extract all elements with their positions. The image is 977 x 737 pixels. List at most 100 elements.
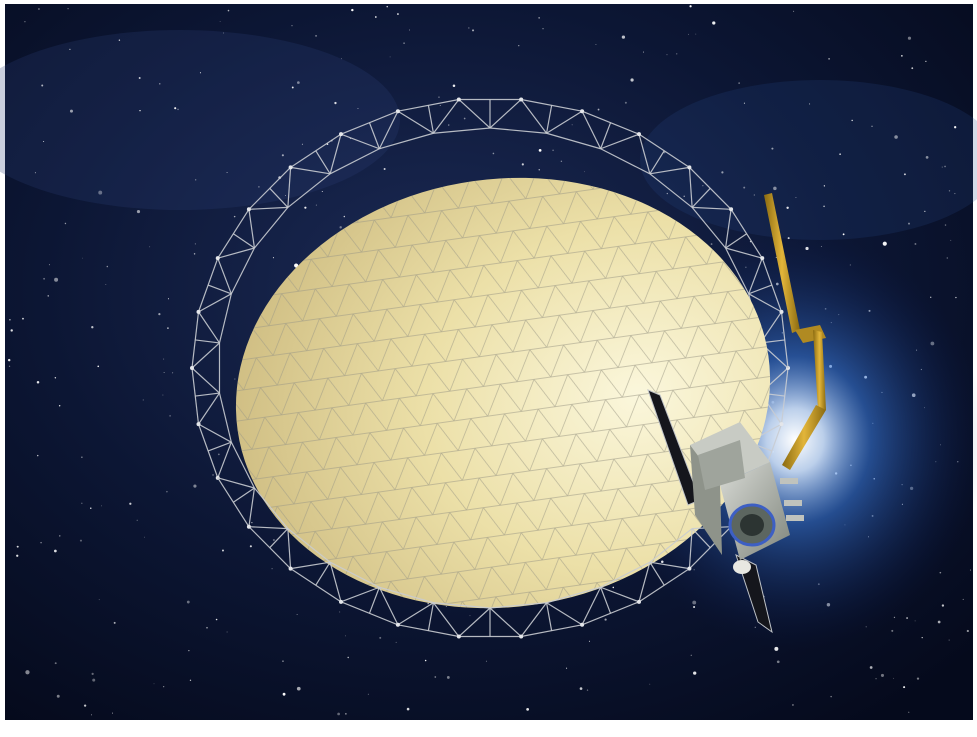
star [144, 536, 145, 538]
truss-node [288, 566, 293, 571]
star [808, 103, 811, 105]
star [823, 185, 826, 187]
star [100, 505, 102, 507]
star [339, 611, 341, 613]
star [446, 676, 450, 679]
star [149, 246, 151, 248]
truss-strut [725, 247, 763, 259]
truss-node [196, 422, 201, 427]
star [944, 224, 947, 226]
star [588, 640, 591, 642]
sensor-lens [740, 514, 764, 536]
star [339, 226, 342, 229]
star [16, 545, 19, 548]
truss-strut [217, 257, 232, 295]
star [911, 67, 914, 70]
truss-strut [433, 602, 491, 609]
truss-strut [397, 602, 434, 626]
truss-ring-front [217, 441, 734, 639]
star [138, 77, 141, 79]
truss-strut [546, 602, 583, 626]
star [690, 654, 692, 656]
truss-strut [287, 167, 292, 208]
star [869, 666, 873, 669]
star [343, 215, 346, 218]
truss-ring [190, 97, 790, 529]
truss-strut [691, 528, 711, 549]
star [36, 381, 40, 384]
solar-panel [735, 554, 773, 634]
star [621, 35, 626, 39]
star [223, 32, 225, 34]
star [903, 173, 906, 176]
star [851, 119, 853, 122]
star [58, 405, 61, 407]
star [925, 156, 929, 159]
star [118, 39, 121, 41]
truss-strut [489, 602, 547, 609]
star [743, 186, 746, 189]
star [297, 81, 300, 84]
truss-strut [521, 98, 583, 112]
star [630, 78, 634, 82]
star [281, 154, 284, 157]
star [538, 169, 540, 171]
star [901, 54, 903, 57]
truss-strut [458, 607, 491, 637]
star [296, 686, 301, 691]
truss-strut [217, 441, 232, 479]
star [54, 549, 57, 553]
star [906, 617, 909, 620]
star [452, 84, 456, 87]
star [793, 10, 795, 12]
star [291, 25, 293, 27]
star [424, 659, 427, 662]
star [753, 194, 755, 196]
star [941, 166, 943, 168]
truss-node [288, 165, 293, 170]
truss-strut [546, 110, 583, 134]
star [219, 21, 221, 23]
truss-strut [725, 233, 747, 249]
star [43, 277, 45, 280]
star [98, 190, 103, 195]
star [389, 56, 391, 58]
star [595, 43, 597, 45]
star [792, 704, 794, 706]
boom [764, 193, 826, 470]
star [54, 277, 59, 282]
star [954, 193, 956, 195]
star [903, 686, 906, 689]
truss-node [687, 165, 692, 170]
star [226, 171, 228, 173]
truss-strut [198, 311, 220, 344]
star [584, 171, 585, 173]
truss-strut [253, 207, 289, 249]
star [193, 484, 197, 488]
star [105, 283, 107, 285]
truss-strut [433, 127, 491, 134]
star [347, 656, 349, 659]
star [406, 707, 410, 711]
truss-strut [230, 441, 255, 489]
truss-strut [195, 392, 220, 397]
star [880, 673, 885, 677]
truss-strut [379, 132, 434, 150]
truss-strut [207, 441, 232, 452]
star [337, 712, 340, 716]
truss-strut [191, 367, 220, 394]
star [206, 626, 208, 629]
star [98, 599, 100, 601]
truss-strut [432, 99, 460, 134]
star [538, 17, 540, 19]
truss-strut [290, 166, 331, 175]
star [37, 454, 39, 457]
star [91, 714, 93, 716]
truss-strut [545, 105, 553, 134]
truss-strut [248, 206, 288, 210]
star [285, 195, 286, 196]
truss-strut [748, 284, 773, 295]
star [908, 222, 910, 225]
truss-strut [489, 99, 522, 129]
